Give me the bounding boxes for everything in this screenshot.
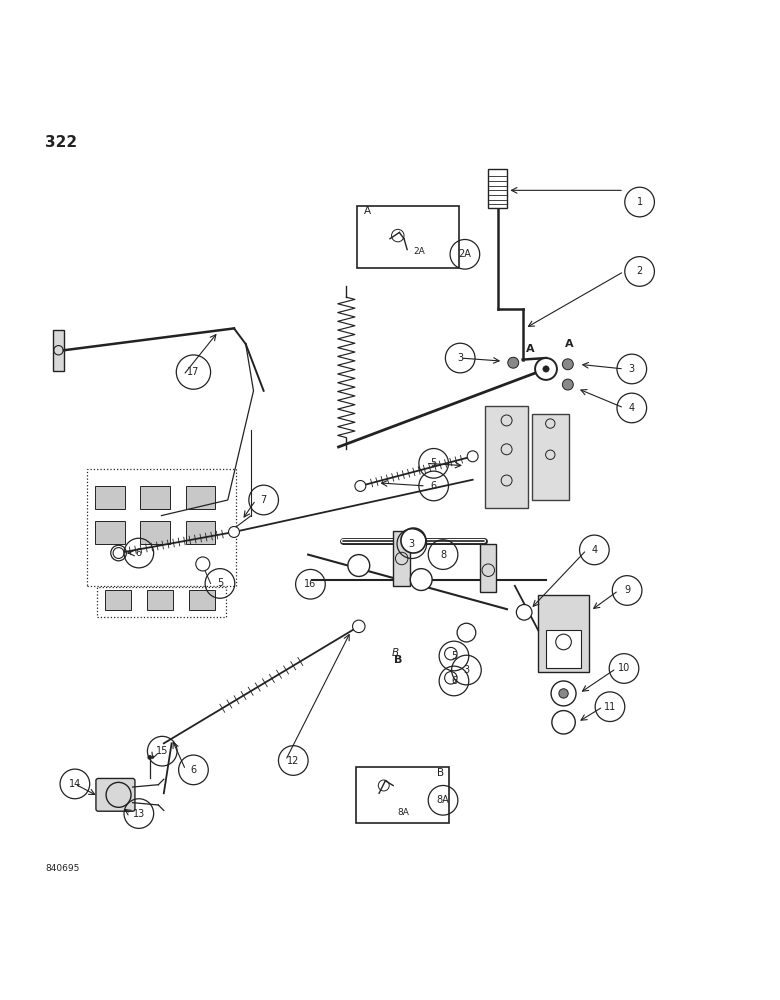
Text: B: B bbox=[392, 648, 399, 658]
Circle shape bbox=[401, 528, 426, 553]
Circle shape bbox=[551, 711, 576, 734]
Text: A: A bbox=[526, 344, 534, 354]
Text: 2: 2 bbox=[636, 266, 643, 276]
Text: 8A: 8A bbox=[398, 808, 410, 817]
Text: 15: 15 bbox=[156, 746, 168, 756]
Text: 16: 16 bbox=[304, 579, 317, 589]
Text: 8A: 8A bbox=[437, 795, 449, 805]
Circle shape bbox=[508, 357, 519, 368]
Bar bbox=[480, 544, 496, 592]
Text: 5: 5 bbox=[217, 578, 223, 588]
Circle shape bbox=[348, 555, 370, 576]
Text: 17: 17 bbox=[187, 367, 200, 377]
Bar bbox=[538, 595, 589, 672]
Bar bbox=[95, 486, 125, 509]
Circle shape bbox=[353, 620, 365, 633]
Bar bbox=[546, 630, 581, 668]
Text: 5: 5 bbox=[431, 458, 437, 468]
Circle shape bbox=[562, 359, 573, 370]
Circle shape bbox=[562, 379, 573, 390]
Text: 7: 7 bbox=[261, 495, 267, 505]
Text: 5: 5 bbox=[451, 651, 457, 661]
Bar bbox=[532, 414, 569, 500]
Circle shape bbox=[196, 557, 210, 571]
Text: 11: 11 bbox=[604, 702, 616, 712]
Text: 3: 3 bbox=[457, 353, 463, 363]
Text: 12: 12 bbox=[287, 756, 300, 766]
Text: 14: 14 bbox=[69, 779, 81, 789]
Text: B: B bbox=[394, 655, 402, 665]
Text: 13: 13 bbox=[133, 809, 145, 819]
Text: B: B bbox=[437, 768, 444, 778]
Circle shape bbox=[410, 569, 432, 590]
Bar bbox=[97, 587, 226, 617]
Text: 2A: 2A bbox=[413, 247, 425, 256]
Bar bbox=[140, 521, 170, 544]
Text: 6: 6 bbox=[136, 548, 142, 558]
Text: A: A bbox=[363, 206, 370, 216]
Circle shape bbox=[516, 605, 532, 620]
Circle shape bbox=[147, 755, 152, 760]
Text: 6: 6 bbox=[190, 765, 197, 775]
Text: 10: 10 bbox=[618, 663, 630, 673]
Bar bbox=[186, 486, 215, 509]
Bar bbox=[87, 469, 236, 586]
Circle shape bbox=[445, 647, 457, 660]
Bar bbox=[393, 531, 410, 586]
Circle shape bbox=[543, 366, 549, 372]
Text: 4: 4 bbox=[591, 545, 597, 555]
Bar bbox=[485, 406, 528, 508]
Text: 6: 6 bbox=[431, 481, 437, 491]
Circle shape bbox=[229, 527, 239, 537]
Text: 2A: 2A bbox=[459, 249, 471, 259]
Text: 322: 322 bbox=[45, 135, 77, 150]
Circle shape bbox=[467, 451, 478, 462]
Text: 3: 3 bbox=[409, 539, 415, 549]
Text: 3: 3 bbox=[629, 364, 635, 374]
Bar bbox=[356, 767, 449, 823]
Text: A: A bbox=[565, 339, 574, 349]
Circle shape bbox=[113, 548, 124, 558]
Bar bbox=[357, 206, 459, 268]
Circle shape bbox=[551, 681, 576, 706]
Bar bbox=[147, 590, 173, 610]
Bar bbox=[488, 169, 508, 208]
Bar bbox=[189, 590, 215, 610]
Bar bbox=[53, 330, 64, 371]
Text: 6: 6 bbox=[451, 676, 457, 686]
Text: 9: 9 bbox=[624, 585, 630, 595]
Text: 840695: 840695 bbox=[45, 864, 80, 873]
Circle shape bbox=[445, 672, 457, 684]
Circle shape bbox=[457, 623, 476, 642]
Bar bbox=[95, 521, 125, 544]
Bar bbox=[105, 590, 131, 610]
Text: 3: 3 bbox=[463, 665, 470, 675]
Bar bbox=[186, 521, 215, 544]
FancyBboxPatch shape bbox=[96, 778, 135, 811]
Bar bbox=[140, 486, 170, 509]
Text: 8: 8 bbox=[440, 550, 446, 560]
Circle shape bbox=[535, 358, 557, 380]
Circle shape bbox=[355, 481, 366, 491]
Text: 4: 4 bbox=[629, 403, 635, 413]
Circle shape bbox=[558, 689, 568, 698]
Text: 1: 1 bbox=[636, 197, 643, 207]
